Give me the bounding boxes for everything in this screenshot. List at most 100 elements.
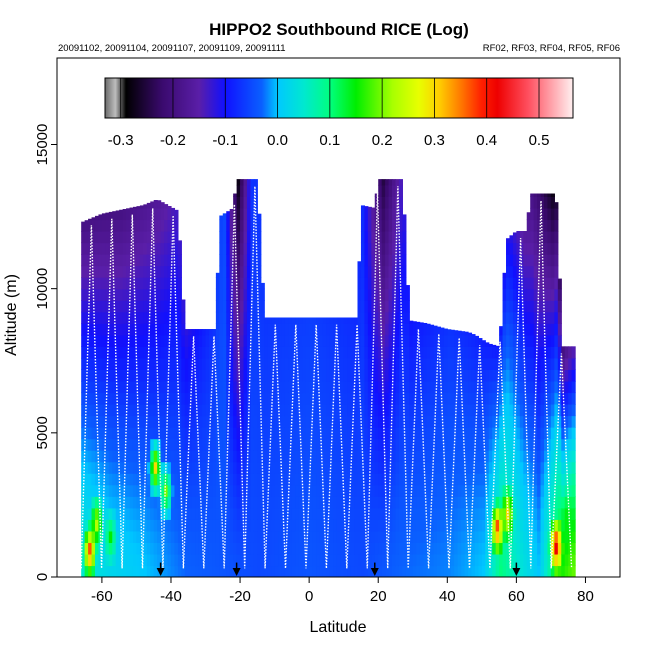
heatmap-cell [485, 542, 490, 555]
heatmap-cell [364, 496, 369, 509]
heatmap-cell [271, 427, 276, 440]
heatmap-cell [226, 311, 231, 324]
heatmap-cell [94, 254, 100, 267]
heatmap-cell [288, 473, 293, 486]
heatmap-cell [84, 277, 89, 290]
heatmap-cell [533, 461, 538, 474]
heatmap-cell [474, 530, 479, 543]
heatmap-cell [419, 404, 424, 417]
heatmap-cell [499, 380, 504, 394]
heatmap-cell [284, 404, 290, 417]
heatmap-cell [198, 329, 203, 336]
heatmap-cell [385, 346, 390, 359]
heatmap-cell [281, 484, 286, 497]
heatmap-cell [157, 542, 162, 555]
heatmap-cell [354, 507, 359, 520]
heatmap-cell [302, 392, 307, 405]
heatmap-cell [105, 254, 110, 267]
heatmap-cell [119, 288, 124, 301]
heatmap-cell [267, 461, 272, 474]
heatmap-cell [354, 553, 359, 567]
heatmap-cell [91, 415, 96, 428]
heatmap-cell [564, 438, 569, 451]
heatmap-cell [174, 519, 179, 532]
heatmap-cell [101, 277, 106, 290]
heatmap-cell [260, 323, 265, 336]
heatmap-cell [506, 450, 511, 463]
heatmap-cell [202, 519, 207, 532]
heatmap-cell [537, 346, 542, 359]
heatmap-cell [506, 334, 511, 347]
heatmap-cell [146, 369, 151, 382]
heatmap-cell [316, 357, 321, 370]
heatmap-cell [550, 357, 555, 370]
heatmap-cell [164, 334, 169, 347]
heatmap-cell [101, 427, 106, 440]
heatmap-cell [129, 484, 134, 497]
heatmap-cell [208, 415, 214, 428]
heatmap-cell [450, 473, 455, 486]
heatmap-cell [119, 427, 124, 440]
heatmap-cell [395, 404, 400, 417]
heatmap-cell [222, 265, 227, 278]
heatmap-cell [108, 415, 113, 428]
heatmap-cell [388, 473, 393, 486]
heatmap-cell [295, 530, 300, 543]
heatmap-cell [215, 357, 220, 370]
heatmap-cell [284, 427, 290, 440]
heatmap-cell [412, 369, 417, 382]
heatmap-cell [81, 484, 86, 497]
heatmap-cell [519, 565, 524, 577]
heatmap-cell [537, 380, 542, 394]
heatmap-cell [402, 300, 407, 313]
heatmap-cell [222, 323, 227, 336]
heatmap-cell [336, 438, 341, 451]
heatmap-cell [440, 530, 445, 543]
heatmap-cell [447, 484, 452, 497]
heatmap-cell [291, 380, 296, 394]
heatmap-cell [430, 507, 435, 520]
heatmap-cell [495, 565, 500, 577]
heatmap-cell [360, 450, 365, 463]
heatmap-cell [250, 519, 255, 532]
heatmap-cell [533, 346, 538, 359]
heatmap-cell [184, 415, 189, 428]
heatmap-cell [105, 473, 110, 486]
heatmap-cell [412, 507, 417, 520]
heatmap-cell [502, 415, 507, 428]
heatmap-cell [360, 519, 365, 532]
heatmap-cell [105, 507, 110, 520]
heatmap-cell [519, 404, 524, 417]
heatmap-cell [181, 530, 186, 543]
heatmap-cell [88, 218, 93, 221]
heatmap-cell [360, 380, 365, 394]
heatmap-cell [499, 392, 504, 405]
heatmap-cell [229, 565, 234, 577]
heatmap-cell [281, 380, 286, 394]
heatmap-cell [357, 404, 362, 417]
heatmap-cell [119, 346, 124, 359]
heatmap-cell [533, 334, 538, 347]
heatmap-cell [405, 450, 410, 463]
heatmap-cell [502, 346, 507, 359]
heatmap-cell [436, 519, 441, 532]
heatmap-cell [547, 369, 552, 382]
heatmap-cell [378, 277, 383, 290]
heatmap-cell [115, 369, 120, 382]
heatmap-cell [126, 265, 131, 278]
heatmap-cell [84, 565, 89, 577]
heatmap-cell [164, 242, 169, 255]
heatmap-cell [98, 484, 103, 497]
heatmap-cell [326, 323, 331, 336]
heatmap-cell [229, 219, 234, 232]
heatmap-cell [468, 427, 473, 440]
heatmap-cell [533, 265, 538, 278]
heatmap-cell [126, 473, 131, 486]
heatmap-cell [170, 553, 176, 567]
heatmap-cell [91, 404, 96, 417]
heatmap-cell [319, 565, 324, 577]
heatmap-cell [309, 346, 314, 359]
heatmap-cell [540, 207, 545, 221]
heatmap-cell [101, 231, 106, 244]
heatmap-cell [530, 461, 535, 474]
